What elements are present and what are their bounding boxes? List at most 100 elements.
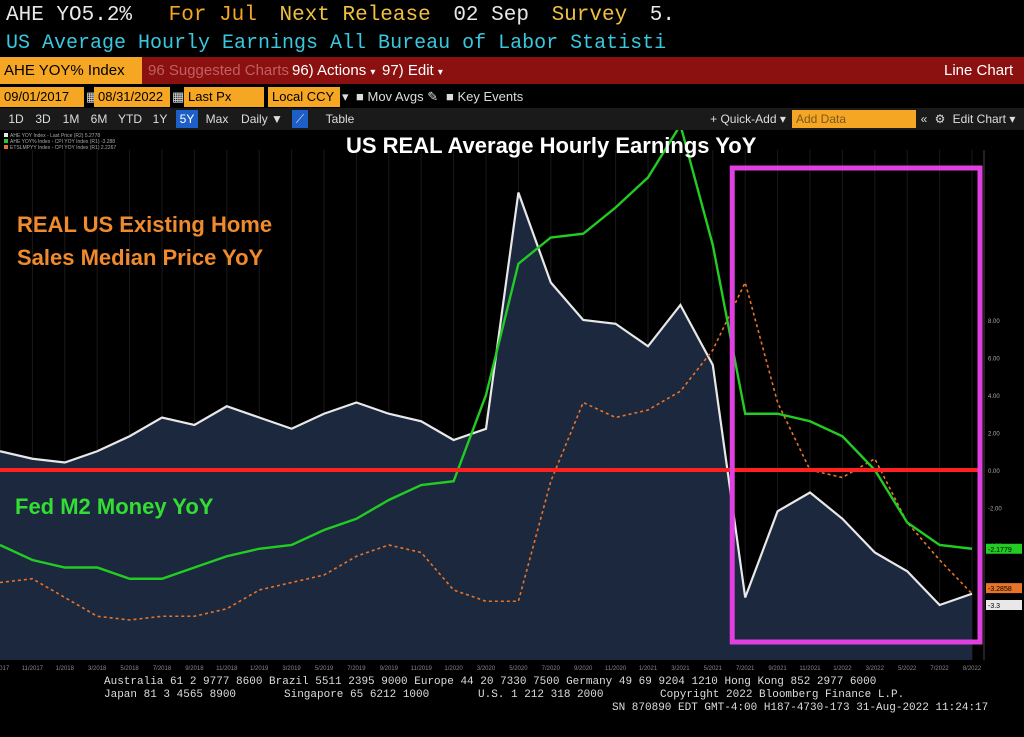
- x-tick-label: 11/2017: [22, 666, 44, 672]
- m2-last-tag: [986, 543, 1022, 554]
- add-data-input[interactable]: Add Data: [792, 110, 916, 128]
- x-tick-label: 3/2019: [282, 666, 301, 672]
- start-date-input[interactable]: 09/01/2017: [0, 87, 84, 107]
- x-tick-label: 7/2019: [347, 666, 366, 672]
- x-tick-label: 9/2020: [574, 666, 593, 672]
- survey-value: 5.: [649, 4, 676, 27]
- axis-tick-label: 4.00: [988, 394, 1000, 400]
- axis-tick-label: 8.00: [988, 319, 1000, 325]
- survey-label: Survey: [551, 4, 628, 27]
- header-line: AHE YO5.2% For Jul Next Release 02 Sep S…: [6, 4, 685, 30]
- calendar-icon[interactable]: ▦: [172, 89, 185, 104]
- x-tick-label: 5/2021: [704, 666, 723, 672]
- home-price-label-2: Sales Median Price YoY: [17, 245, 264, 270]
- footer-session: SN 870890 EDT GMT-4:00 H187-4730-173 31-…: [612, 702, 989, 714]
- actions-menu[interactable]: 96) Actions ▾: [292, 62, 376, 79]
- currency-select[interactable]: Local CCY: [268, 87, 340, 107]
- chart-type-label[interactable]: Line Chart: [944, 62, 1014, 79]
- x-tick-label: 3/2020: [477, 666, 496, 672]
- axis-tick-label: 2.00: [988, 432, 1000, 438]
- earnings-area: [0, 192, 972, 660]
- legend-entry: AHE YOY% Index - CPI YOY Index (R1) -3.2…: [10, 139, 115, 145]
- x-tick-label: 5/2019: [315, 666, 334, 672]
- range-button-ytd[interactable]: YTD: [118, 112, 142, 126]
- earnings-last-tag: [986, 600, 1022, 610]
- highlight-box: [729, 165, 983, 645]
- axis-tick-label: 0.00: [988, 469, 1000, 475]
- x-tick-label: 1/2018: [56, 666, 75, 672]
- earnings-line: [0, 192, 973, 607]
- edit-chart-button[interactable]: Edit Chart ▾: [952, 112, 1016, 126]
- suggested-charts-button[interactable]: 96 Suggested Charts: [148, 62, 289, 79]
- range-button-1d[interactable]: 1D: [8, 112, 24, 126]
- x-tick-label: 9/2021: [768, 666, 787, 672]
- key-events-toggle[interactable]: ■ Key Events: [446, 89, 524, 104]
- checkbox-icon: ■: [446, 89, 454, 104]
- date-toolbar: 09/01/2017 ▦ 08/31/2022 ▦ Last Px Local …: [0, 86, 1024, 108]
- action-toolbar: AHE YOY% Index 96 Suggested Charts 96) A…: [0, 57, 1024, 84]
- chart-area: 8.006.004.002.000.00-2.00-4.00-2.1779-3.…: [0, 130, 1022, 672]
- x-tick-label: 1/2019: [250, 666, 269, 672]
- x-tick-label: 5/2020: [509, 666, 528, 672]
- x-tick-label: 1/2021: [639, 666, 658, 672]
- x-tick-label: 1/2022: [833, 666, 852, 672]
- range-button-max[interactable]: Max: [205, 112, 229, 126]
- quick-add-button[interactable]: + Quick-Add ▾: [710, 112, 786, 126]
- footer-japan: Japan 81 3 4565 8900: [104, 689, 237, 701]
- x-tick-label: 7/2021: [736, 666, 755, 672]
- mov-avgs-toggle[interactable]: ■ Mov Avgs ✎: [356, 89, 439, 104]
- m2-label: Fed M2 Money YoY: [15, 494, 214, 519]
- home-last-tag: [986, 583, 1022, 594]
- period-label: For Jul: [168, 4, 257, 27]
- axis-tick-label: -2.00: [988, 507, 1002, 513]
- x-tick-label: 7/2020: [542, 666, 561, 672]
- x-tick-label: 8/2022: [963, 666, 982, 672]
- x-tick-label: 11/2021: [799, 666, 821, 672]
- range-button-1m[interactable]: 1M: [62, 112, 80, 126]
- end-date-input[interactable]: 08/31/2022: [94, 87, 170, 107]
- range-button-6m[interactable]: 6M: [90, 112, 108, 126]
- chevron-down-icon: ▾: [437, 67, 443, 78]
- range-toolbar: 1D 3D 1M 6M YTD 1Y 5Y Max Daily ▼ ⟋ Table + Quick-A…: [0, 108, 1024, 130]
- x-tick-label: 5/2022: [898, 666, 917, 672]
- footer-us: U.S. 1 212 318 2000: [478, 689, 604, 701]
- range-button-3d[interactable]: 3D: [35, 112, 51, 126]
- security-field[interactable]: AHE YOY% Index: [0, 57, 142, 84]
- checkbox-icon: ■: [356, 89, 364, 104]
- period-select[interactable]: Daily ▼: [241, 112, 283, 126]
- range-button-5y[interactable]: 5Y: [176, 110, 198, 128]
- legend-swatch: [4, 145, 8, 149]
- m2-last-tag-text: -2.1779: [988, 547, 1012, 554]
- pencil-icon: ✎: [427, 89, 439, 104]
- earnings-last-tag-text: -3.3: [988, 603, 1000, 610]
- legend-entry: AHE YOY Index - Last Price (R2) 5.2778: [10, 133, 100, 139]
- settings-icon[interactable]: ⚙: [934, 112, 946, 126]
- x-tick-label: 9/2017: [0, 666, 10, 672]
- range-button-1y[interactable]: 1Y: [152, 112, 168, 126]
- chevron-down-icon[interactable]: ▾: [342, 89, 349, 104]
- x-tick-label: 9/2019: [380, 666, 399, 672]
- edit-menu[interactable]: 97) Edit ▾: [382, 62, 443, 79]
- collapse-icon[interactable]: «: [920, 112, 928, 126]
- price-select[interactable]: Last Px: [184, 87, 264, 107]
- legend-entry: ETSLMPYY Index - CPI YOY Index (R1) 2.22…: [10, 145, 116, 151]
- next-release-label: Next Release: [279, 4, 431, 27]
- ticker-label: AHE YO: [6, 4, 82, 27]
- legend-swatch: [4, 139, 8, 143]
- axis-tick-label: 6.00: [988, 357, 1000, 363]
- chevron-down-icon: ▾: [370, 67, 376, 78]
- x-tick-label: 7/2018: [153, 666, 172, 672]
- home-price-label-1: REAL US Existing Home: [17, 212, 273, 237]
- x-tick-label: 3/2021: [671, 666, 690, 672]
- x-tick-label: 11/2018: [216, 666, 238, 672]
- home-last-tag-text: -3.2858: [988, 586, 1012, 593]
- line-chart-icon[interactable]: ⟋: [292, 110, 308, 128]
- next-release-date: 02 Sep: [453, 4, 529, 27]
- ticker-value: 5.2%: [81, 4, 133, 27]
- x-tick-label: 3/2018: [88, 666, 107, 672]
- table-button[interactable]: Table: [325, 112, 355, 126]
- x-tick-label: 7/2022: [930, 666, 949, 672]
- x-tick-label: 11/2019: [411, 666, 433, 672]
- m2-money-line: [0, 130, 973, 580]
- footer-line-1: Australia 61 2 9777 8600 Brazil 5511 239…: [104, 676, 877, 688]
